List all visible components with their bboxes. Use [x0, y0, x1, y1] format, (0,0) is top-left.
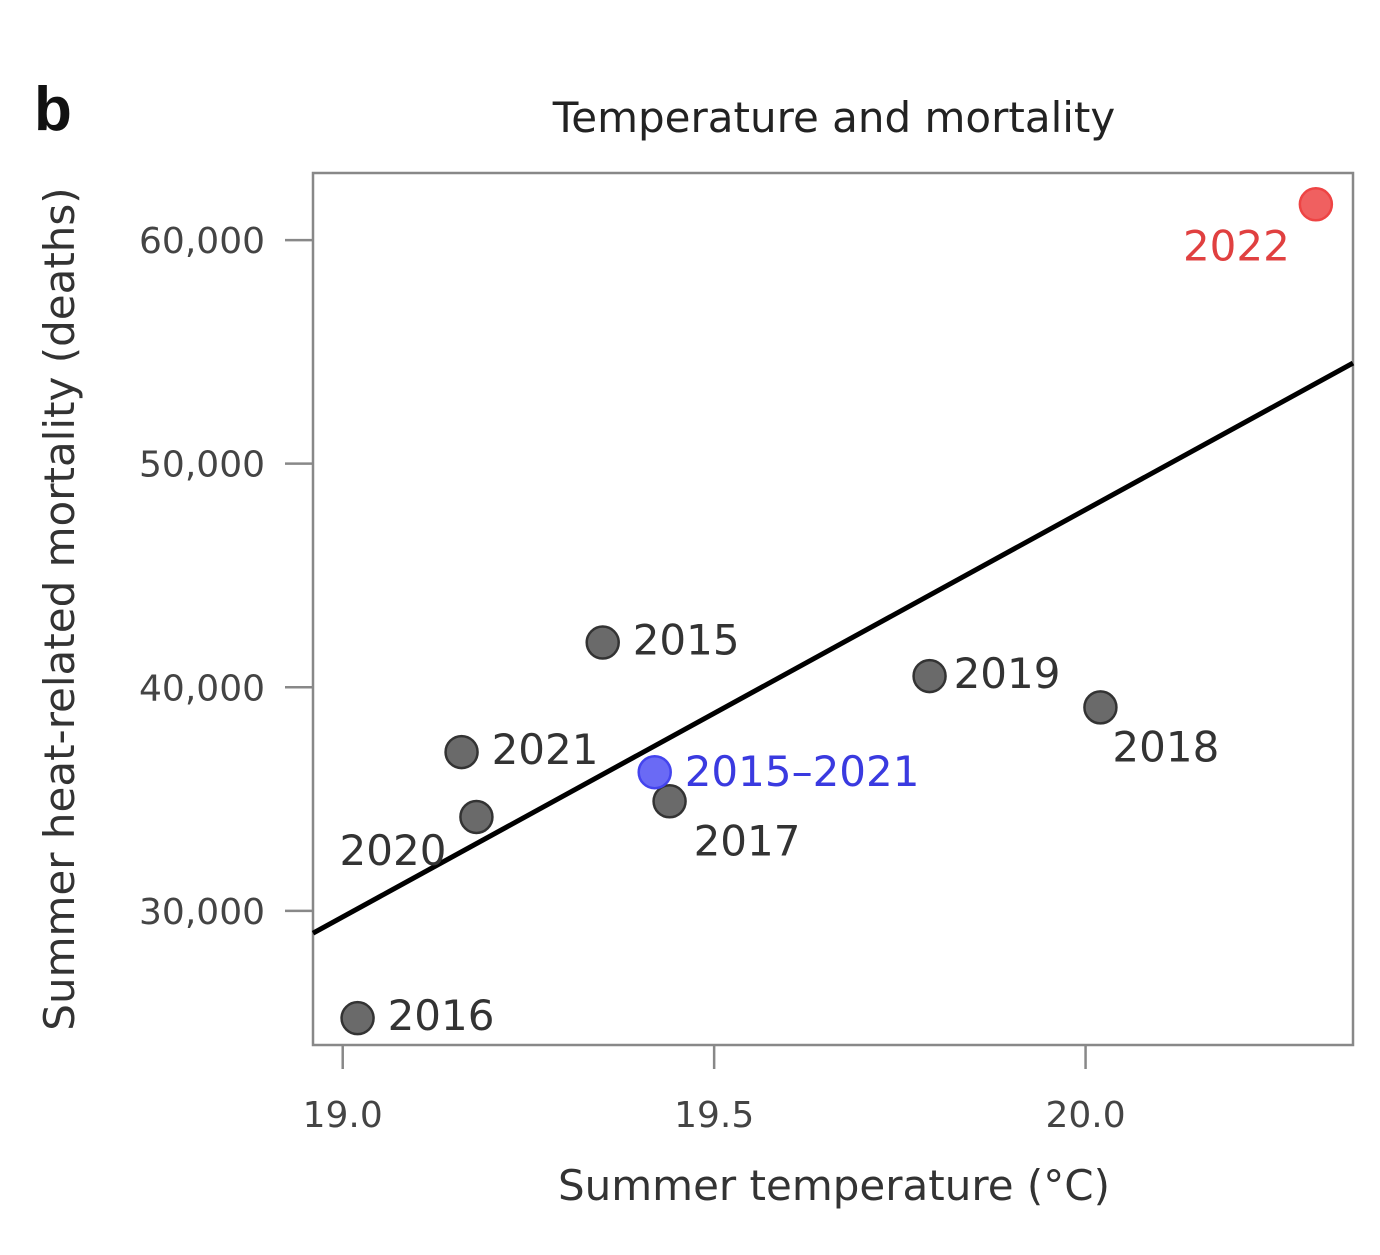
point-label-2018: 2018: [1112, 722, 1219, 771]
point-2017: [652, 784, 687, 819]
trend-line: [311, 360, 1355, 936]
point-label-2015-2021: 2015–2021: [685, 747, 920, 796]
point-label-2017: 2017: [694, 816, 801, 865]
point-label-2020: 2020: [340, 826, 447, 875]
y-axis-label: Summer heat-related mortality (deaths): [35, 187, 84, 1030]
point-2016: [340, 1000, 375, 1036]
point-2015-2021: [637, 754, 672, 790]
y-tick-label: 50,000: [139, 445, 265, 486]
trend-line-group: [311, 360, 1355, 936]
point-label-2015: 2015: [633, 616, 740, 665]
point-2019: [912, 658, 947, 694]
panel-label: b: [34, 75, 72, 144]
point-2022: [1298, 187, 1334, 222]
x-tick-label: 20.0: [1045, 1095, 1125, 1136]
y-tick-label: 40,000: [139, 668, 265, 709]
point-2020: [459, 799, 494, 835]
y-axis: 30,000 40,000 50,000 60,000: [139, 221, 313, 933]
x-axis: 19.0 19.5 20.0: [303, 1045, 1126, 1136]
x-tick-label: 19.5: [674, 1095, 754, 1136]
point-label-2021: 2021: [492, 725, 599, 774]
plot-frame: [311, 171, 1355, 1047]
point-2018: [1083, 690, 1118, 725]
data-points: 2015 2016 2017 2018 2019 2020 2021 2015–2021 202…: [340, 187, 1334, 1040]
y-tick-label: 60,000: [139, 221, 265, 262]
x-axis-label: Summer temperature (°C): [558, 1161, 1110, 1210]
point-2015: [585, 625, 620, 660]
point-label-2019: 2019: [954, 649, 1061, 698]
point-label-2016: 2016: [388, 991, 495, 1040]
chart-title: Temperature and mortality: [552, 93, 1116, 142]
y-tick-label: 30,000: [139, 892, 265, 933]
point-2021: [444, 734, 479, 770]
point-label-2022: 2022: [1183, 221, 1290, 270]
x-tick-label: 19.0: [303, 1095, 383, 1136]
